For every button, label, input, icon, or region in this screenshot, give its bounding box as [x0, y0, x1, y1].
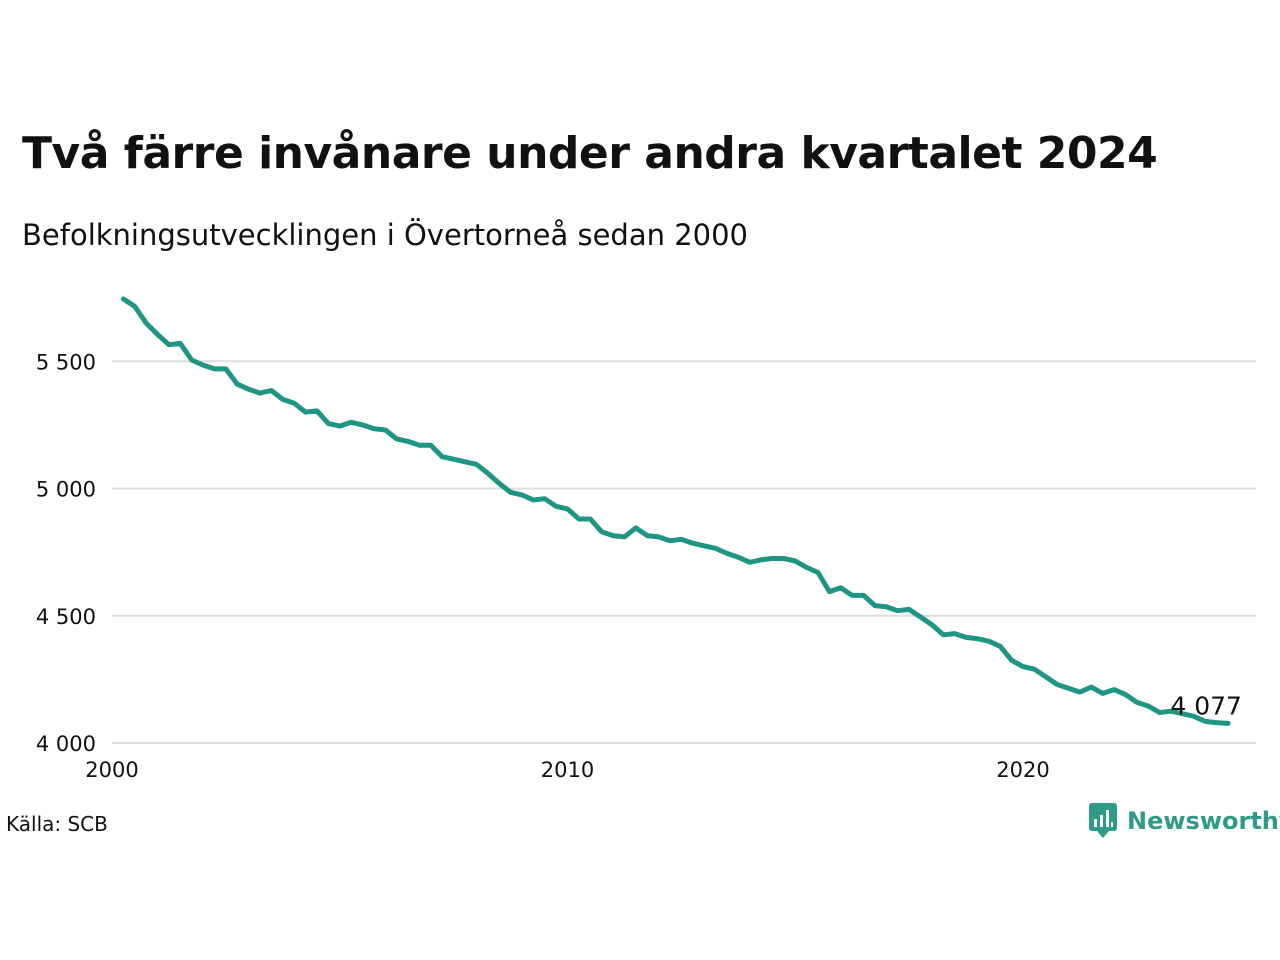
y-tick-label: 4 000: [36, 732, 96, 756]
source-note: Källa: SCB: [6, 812, 108, 836]
x-tick-label: 2000: [85, 758, 138, 782]
series-layer: [120, 296, 1231, 726]
x-tick-label: 2020: [996, 758, 1049, 782]
y-tick-label: 5 000: [36, 478, 96, 502]
y-tick-label: 4 500: [36, 605, 96, 629]
x-axis-tick-labels: 2000 2010 2020: [85, 758, 1049, 782]
series-line: [120, 296, 1231, 726]
chart-title: Två färre invånare under andra kvartalet…: [22, 128, 1158, 179]
brand-logo: Newsworthy: [1088, 802, 1280, 840]
y-tick-label: 5 500: [36, 350, 96, 374]
x-tick-label: 2010: [541, 758, 594, 782]
chart-subtitle: Befolkningsutvecklingen i Övertorneå sed…: [22, 218, 749, 252]
y-axis-tick-labels: 4 000 4 500 5 000 5 500: [36, 350, 96, 756]
newsworthy-logo-icon: [1089, 803, 1117, 838]
brand-name: Newsworthy: [1127, 807, 1280, 835]
end-value-label: 4 077: [1170, 691, 1242, 720]
gridlines: [112, 360, 1256, 744]
